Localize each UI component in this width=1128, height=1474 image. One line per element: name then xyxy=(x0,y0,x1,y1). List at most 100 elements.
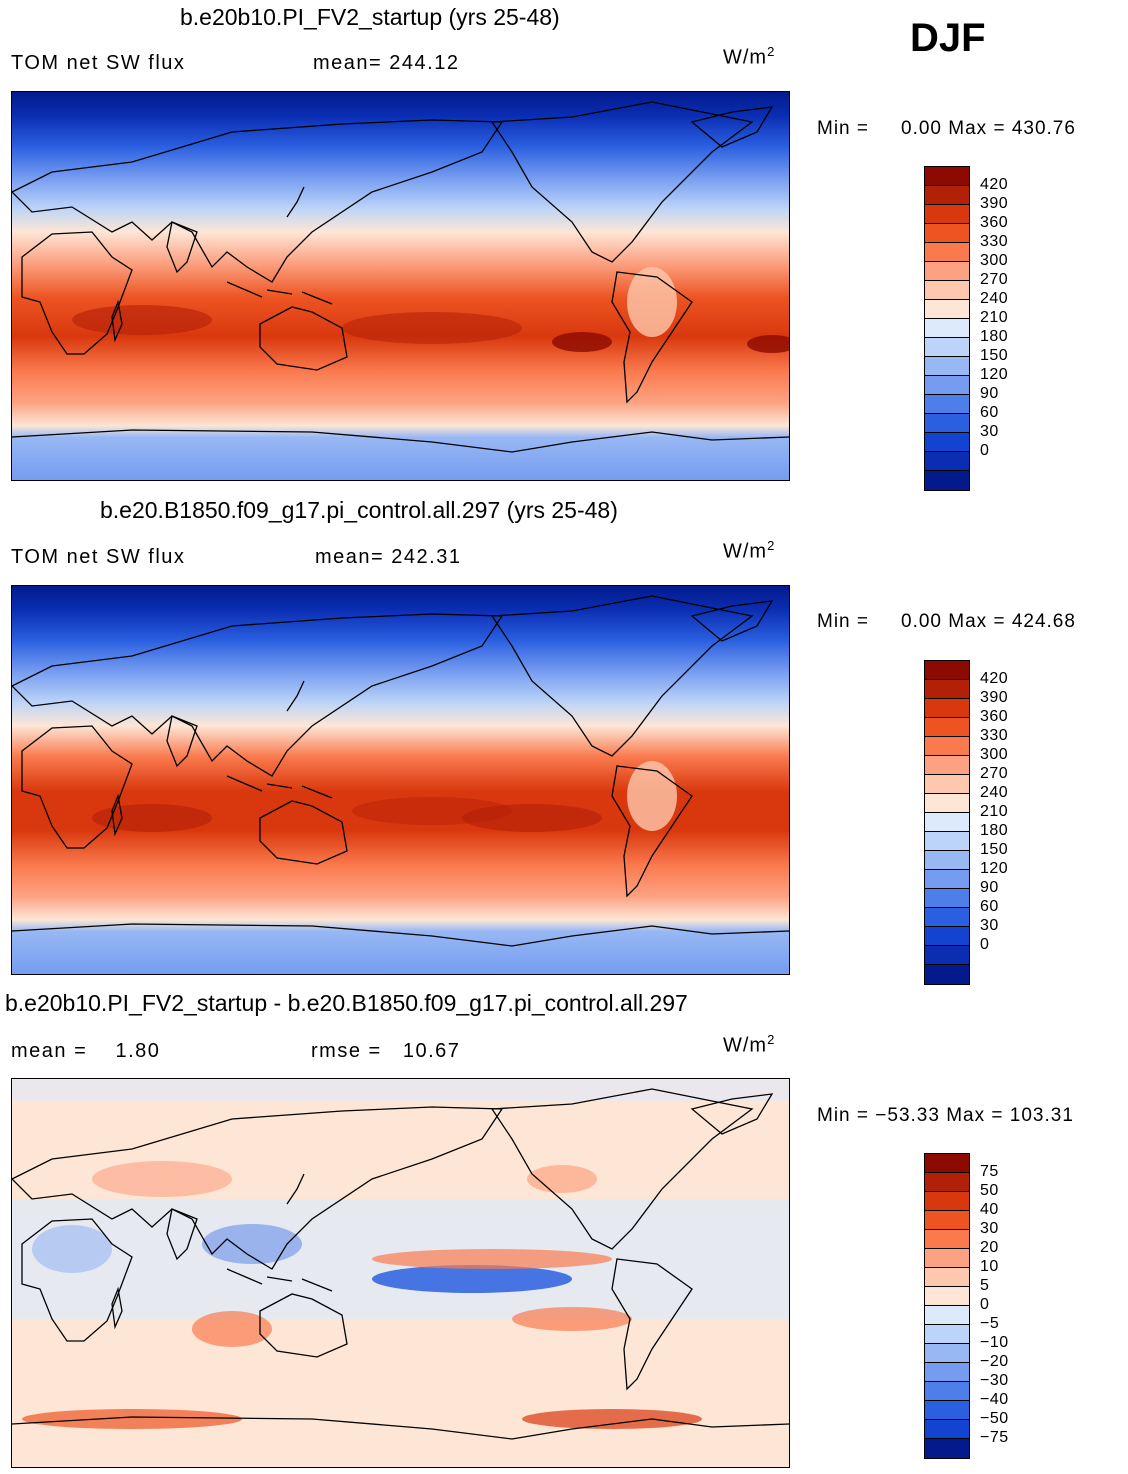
colorbar-segment xyxy=(925,471,969,490)
panel-1-mean: mean= 244.12 xyxy=(313,52,460,74)
colorbar-segment xyxy=(925,205,969,224)
colorbar-label: −30 xyxy=(980,1372,1009,1389)
colorbar-segment xyxy=(925,1211,969,1230)
colorbar-label: 90 xyxy=(980,385,999,402)
panel-1-colorbar xyxy=(924,166,970,491)
colorbar-segment xyxy=(925,167,969,186)
colorbar-label: 40 xyxy=(980,1201,999,1218)
colorbar-label: −10 xyxy=(980,1334,1009,1351)
colorbar-segment xyxy=(925,357,969,376)
colorbar-label: 5 xyxy=(980,1277,990,1294)
colorbar-segment xyxy=(925,680,969,699)
colorbar-label: −50 xyxy=(980,1410,1009,1427)
colorbar-segment xyxy=(925,395,969,414)
colorbar-segment xyxy=(925,433,969,452)
colorbar-segment xyxy=(925,851,969,870)
colorbar-segment xyxy=(925,1420,969,1439)
colorbar-segment xyxy=(925,338,969,357)
panel-2-minmax: Min = 0.00 Max = 424.68 xyxy=(817,611,1076,632)
panel-1-variable: TOM net SW flux xyxy=(11,52,186,74)
colorbar-segment xyxy=(925,794,969,813)
panel-3-minmax: Min = −53.33 Max = 103.31 xyxy=(817,1105,1074,1126)
colorbar-label: 30 xyxy=(980,917,999,934)
panel-3-map xyxy=(11,1078,790,1468)
colorbar-segment xyxy=(925,1154,969,1173)
colorbar-label: 180 xyxy=(980,328,1009,345)
panel-1-title: b.e20b10.PI_FV2_startup (yrs 25-48) xyxy=(180,4,560,30)
season-label: DJF xyxy=(910,16,986,60)
colorbar-label: −5 xyxy=(980,1315,1000,1332)
colorbar-segment xyxy=(925,262,969,281)
colorbar-label: −75 xyxy=(980,1429,1009,1446)
colorbar-segment xyxy=(925,699,969,718)
colorbar-segment xyxy=(925,319,969,338)
colorbar-label: 20 xyxy=(980,1239,999,1256)
colorbar-segment xyxy=(925,300,969,319)
colorbar-segment xyxy=(925,965,969,984)
colorbar-segment xyxy=(925,1268,969,1287)
panel-2-mean: mean= 242.31 xyxy=(315,546,462,568)
colorbar-label: 60 xyxy=(980,404,999,421)
panel-2-title: b.e20.B1850.f09_g17.pi_control.all.297 (… xyxy=(100,497,618,523)
colorbar-label: 300 xyxy=(980,252,1009,269)
colorbar-label: 30 xyxy=(980,423,999,440)
colorbar-label: 60 xyxy=(980,898,999,915)
colorbar-label: 240 xyxy=(980,784,1009,801)
colorbar-label: −20 xyxy=(980,1353,1009,1370)
panel-2-variable: TOM net SW flux xyxy=(11,546,186,568)
colorbar-segment xyxy=(925,870,969,889)
colorbar-segment xyxy=(925,1192,969,1211)
colorbar-label: 10 xyxy=(980,1258,999,1275)
colorbar-label: 270 xyxy=(980,765,1009,782)
colorbar-label: 0 xyxy=(980,936,990,953)
colorbar-segment xyxy=(925,908,969,927)
colorbar-label: 300 xyxy=(980,746,1009,763)
colorbar-segment xyxy=(925,186,969,205)
colorbar-segment xyxy=(925,243,969,262)
colorbar-segment xyxy=(925,1344,969,1363)
panel-1-units: W/m2 xyxy=(723,44,776,69)
colorbar-segment xyxy=(925,1363,969,1382)
panel-3-title: b.e20b10.PI_FV2_startup - b.e20.B1850.f0… xyxy=(5,990,688,1016)
colorbar-label: 330 xyxy=(980,727,1009,744)
panel-2-map xyxy=(11,585,790,975)
colorbar-label: 420 xyxy=(980,176,1009,193)
colorbar-segment xyxy=(925,281,969,300)
colorbar-segment xyxy=(925,1401,969,1420)
colorbar-label: 420 xyxy=(980,670,1009,687)
colorbar-segment xyxy=(925,1306,969,1325)
colorbar-label: 240 xyxy=(980,290,1009,307)
colorbar-label: 150 xyxy=(980,347,1009,364)
colorbar-segment xyxy=(925,718,969,737)
colorbar-label: 50 xyxy=(980,1182,999,1199)
panel-1-minmax: Min = 0.00 Max = 430.76 xyxy=(817,118,1076,139)
colorbar-label: 0 xyxy=(980,442,990,459)
colorbar-segment xyxy=(925,661,969,680)
colorbar-segment xyxy=(925,376,969,395)
panel-3-mean: mean = 1.80 xyxy=(11,1040,161,1062)
colorbar-label: 360 xyxy=(980,708,1009,725)
colorbar-label: 180 xyxy=(980,822,1009,839)
colorbar-segment xyxy=(925,1439,969,1458)
colorbar-label: 150 xyxy=(980,841,1009,858)
colorbar-label: 30 xyxy=(980,1220,999,1237)
colorbar-segment xyxy=(925,737,969,756)
colorbar-segment xyxy=(925,1173,969,1192)
colorbar-label: 0 xyxy=(980,1296,990,1313)
colorbar-label: 120 xyxy=(980,860,1009,877)
panel-1-map xyxy=(11,91,790,481)
colorbar-segment xyxy=(925,1382,969,1401)
colorbar-label: 75 xyxy=(980,1163,999,1180)
panel-3-colorbar xyxy=(924,1153,970,1459)
colorbar-segment xyxy=(925,224,969,243)
colorbar-label: −40 xyxy=(980,1391,1009,1408)
colorbar-segment xyxy=(925,775,969,794)
panel-2-colorbar xyxy=(924,660,970,985)
colorbar-label: 330 xyxy=(980,233,1009,250)
colorbar-label: 390 xyxy=(980,195,1009,212)
panel-3-units: W/m2 xyxy=(723,1032,776,1057)
colorbar-segment xyxy=(925,452,969,471)
colorbar-label: 210 xyxy=(980,309,1009,326)
colorbar-label: 210 xyxy=(980,803,1009,820)
colorbar-segment xyxy=(925,889,969,908)
